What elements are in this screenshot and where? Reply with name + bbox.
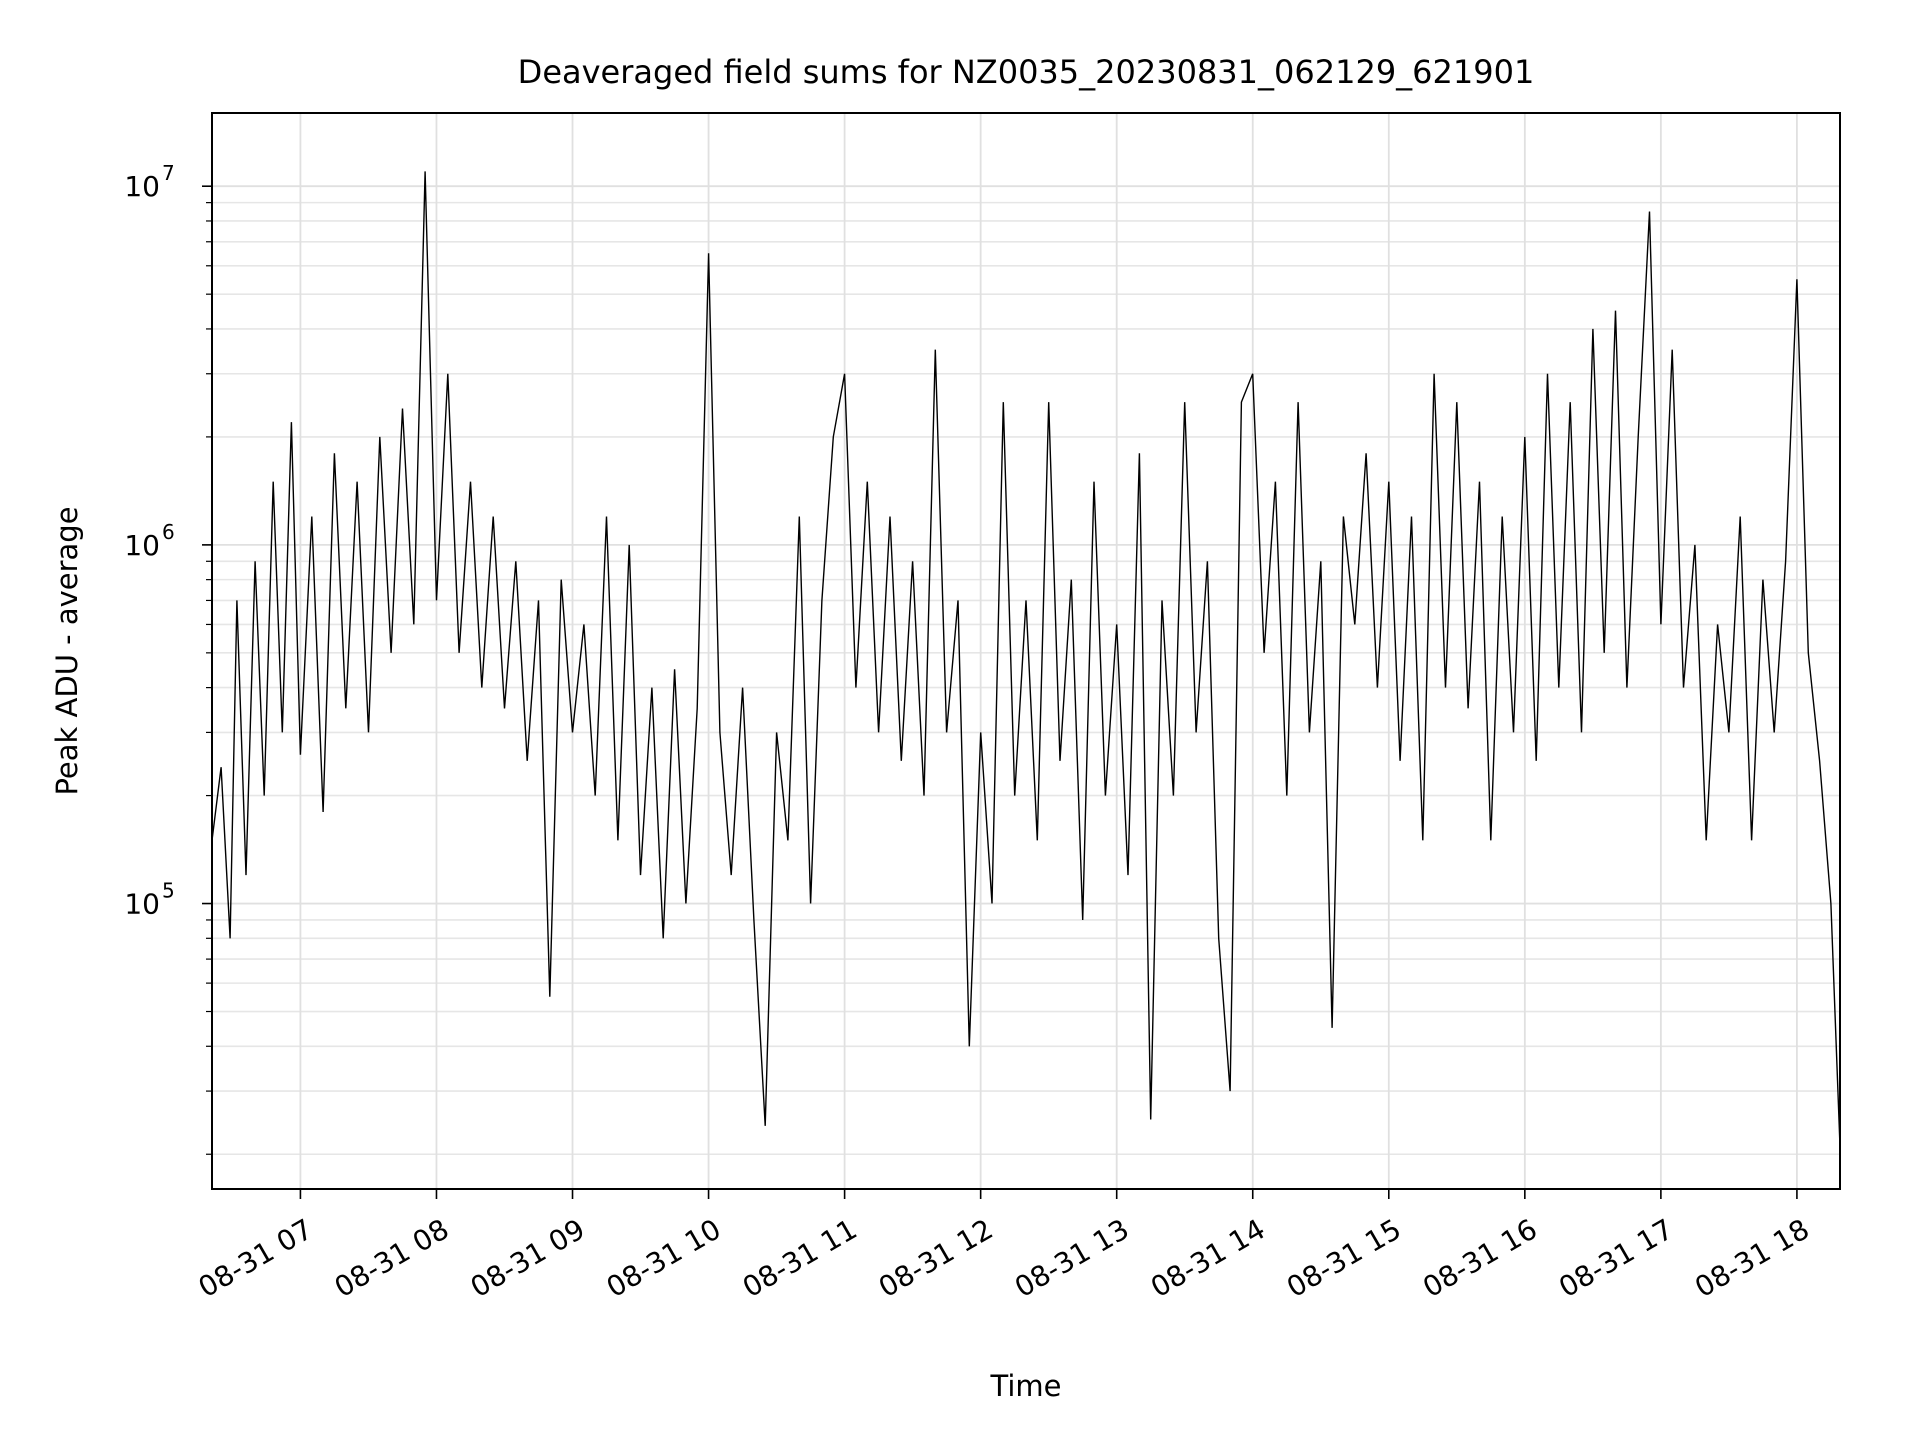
plot-data — [211, 171, 1841, 1147]
grid — [212, 113, 1840, 1189]
plot-frame — [211, 112, 1841, 1190]
y-tick-label: 10 — [124, 529, 160, 562]
series-line — [211, 171, 1841, 1147]
y-axis-label: Peak ADU - average — [50, 506, 84, 795]
y-tick-exponent: 7 — [162, 161, 175, 185]
y-tick-exponent: 6 — [162, 520, 175, 544]
x-axis-label: Time — [990, 1369, 1062, 1403]
chart-title: Deaveraged field sums for NZ0035_2023083… — [518, 53, 1535, 91]
y-tick-label: 10 — [124, 888, 160, 921]
y-tick-label: 10 — [124, 170, 160, 203]
y-tick-exponent: 5 — [162, 879, 175, 903]
